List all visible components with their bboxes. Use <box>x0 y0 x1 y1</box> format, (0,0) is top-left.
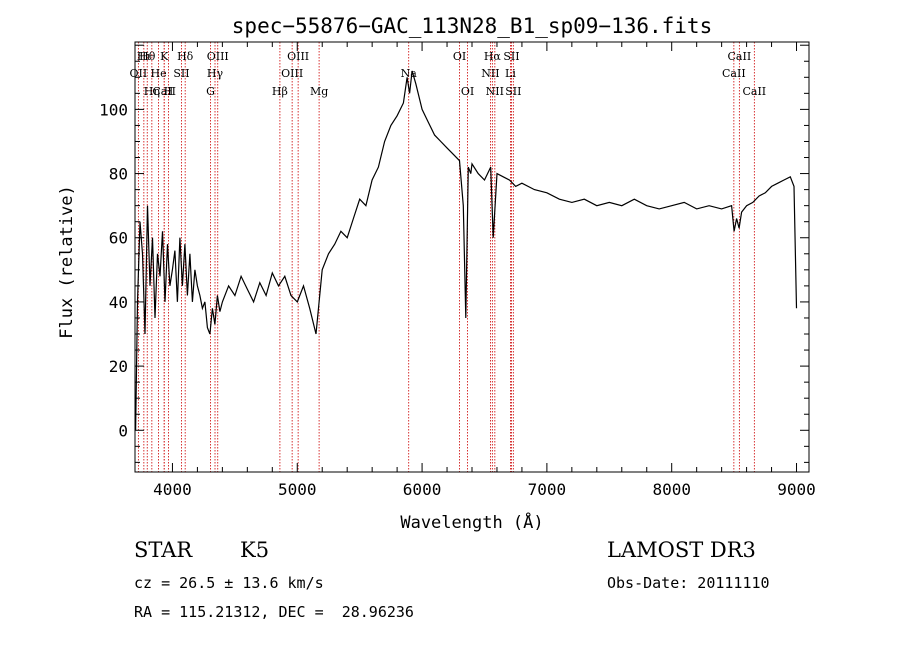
line-label-28: CaII <box>742 85 766 98</box>
line-label-12: G <box>206 85 215 98</box>
plot-frame <box>134 41 810 473</box>
y-tick-label-60: 60 <box>109 229 128 248</box>
x-tick-label-6000: 6000 <box>403 480 442 499</box>
y-tick-label-20: 20 <box>109 357 128 376</box>
x-axis-label: Wavelength (Å) <box>400 511 543 533</box>
line-label-9: Hδ <box>177 50 194 63</box>
line-label-8: SII <box>173 67 189 80</box>
x-tick-label-7000: 7000 <box>528 480 567 499</box>
line-label-17: Na <box>401 67 418 80</box>
line-label-25: SII <box>505 85 521 98</box>
line-label-6: He <box>151 67 167 80</box>
line-label-24: Li <box>505 67 516 80</box>
spectrum-chart: spec−55876−GAC_113N28_B1_sp09−136.fits H… <box>57 14 816 533</box>
y-tick-label-100: 100 <box>99 100 128 119</box>
line-label-5: K <box>160 50 169 63</box>
line-label-27: CaII <box>728 50 752 63</box>
line-label-13: Hβ <box>272 85 288 98</box>
ra-dec-coordinates: RA = 115.21312, DEC = 28.96236 <box>134 603 414 621</box>
line-label-19: OI <box>461 85 474 98</box>
x-tick-label-8000: 8000 <box>652 480 691 499</box>
line-label-26: CaII <box>722 67 746 80</box>
line-label-14: OIII <box>281 67 303 80</box>
line-label-21: NII <box>481 67 499 80</box>
line-label-2: CaII <box>152 85 176 98</box>
line-label-20: Hα <box>484 50 502 63</box>
y-axis-ticks: 0 20 40 60 80 100 <box>99 44 809 463</box>
line-label-16: Mg <box>310 85 328 98</box>
y-axis-label: Flux (relative) <box>57 185 77 339</box>
line-label-7: H <box>164 85 174 98</box>
object-class: STAR <box>134 538 193 562</box>
line-label-22: NII <box>486 85 504 98</box>
x-tick-label-5000: 5000 <box>278 480 317 499</box>
survey-name: LAMOST DR3 <box>607 538 756 562</box>
object-subclass: K5 <box>240 538 270 562</box>
line-label-23: SII <box>503 50 519 63</box>
spectral-line-markers <box>137 42 755 472</box>
x-tick-label-4000: 4000 <box>153 480 192 499</box>
redshift-cz: cz = 26.5 ± 13.6 km/s <box>134 574 324 592</box>
line-label-1: OII <box>130 67 148 80</box>
observation-date: Obs-Date: 20111110 <box>607 574 770 592</box>
line-label-4: Hη <box>144 85 160 98</box>
line-label-3: Hι <box>137 50 151 63</box>
spectrum-series-line <box>135 70 798 431</box>
line-label-10: OIII <box>207 50 229 63</box>
y-tick-label-80: 80 <box>109 165 128 184</box>
x-axis-ticks: 4000 5000 6000 7000 8000 9000 <box>153 42 816 499</box>
line-label-15: OIII <box>287 50 309 63</box>
line-label-11: Hγ <box>207 67 224 80</box>
line-label-18: OI <box>453 50 466 63</box>
x-tick-label-9000: 9000 <box>777 480 816 499</box>
line-label-0: Hθ <box>139 50 156 63</box>
y-tick-label-0: 0 <box>118 421 128 440</box>
spectral-line-labels: Hθ OII CaII Hι Hη K He H SII Hδ OIII Hγ G Hβ OIII OIII M… <box>130 50 767 98</box>
y-tick-label-40: 40 <box>109 293 128 312</box>
chart-title: spec−55876−GAC_113N28_B1_sp09−136.fits <box>232 14 712 38</box>
